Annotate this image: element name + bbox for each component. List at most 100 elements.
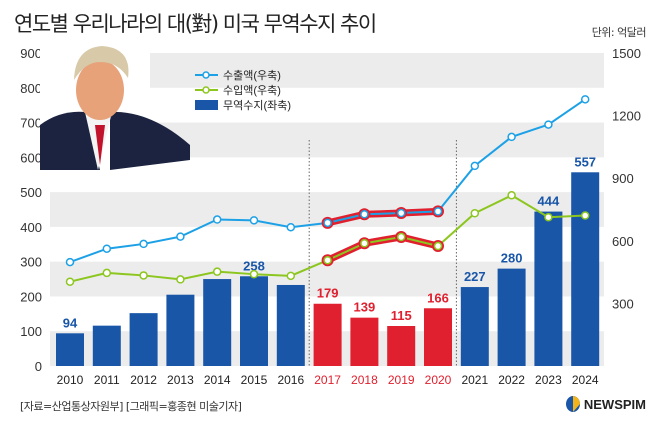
point-2018 bbox=[360, 210, 369, 219]
left-axis-tick: 100 bbox=[20, 324, 42, 339]
point-2020 bbox=[433, 241, 443, 251]
legend-marker bbox=[202, 71, 210, 79]
x-tick-2013: 2013 bbox=[167, 373, 194, 387]
bar-label-2017: 179 bbox=[317, 286, 339, 301]
point-2011 bbox=[102, 268, 112, 278]
bar-label-2010: 94 bbox=[63, 315, 78, 330]
x-tick-2014: 2014 bbox=[204, 373, 231, 387]
photo-tie bbox=[95, 125, 105, 165]
bar-2019 bbox=[387, 326, 416, 366]
bar-label-2024: 557 bbox=[574, 154, 596, 169]
photo-hair bbox=[74, 46, 129, 80]
x-tick-2011: 2011 bbox=[94, 373, 120, 387]
bar-2018 bbox=[350, 317, 379, 366]
logo-text: NEWSPIM bbox=[583, 396, 646, 412]
point-2020 bbox=[433, 207, 443, 216]
chart-title: 연도별 우리나라의 대(對) 미국 무역수지 추이 bbox=[14, 12, 377, 36]
logo-icon bbox=[565, 396, 580, 412]
point-2015 bbox=[249, 216, 259, 225]
x-tick-2019: 2019 bbox=[388, 373, 415, 387]
bar-label-2015: 258 bbox=[243, 258, 265, 273]
point-2012 bbox=[139, 271, 148, 280]
right-axis-tick: 600 bbox=[612, 234, 634, 249]
point-2021 bbox=[470, 161, 480, 171]
legend-label: 무역수지(좌축) bbox=[223, 99, 291, 112]
bar-2020 bbox=[424, 308, 452, 366]
left-axis-tick: 400 bbox=[20, 220, 42, 235]
bar-2017 bbox=[313, 303, 342, 366]
point-2014 bbox=[212, 267, 222, 276]
photo-suit-left bbox=[40, 111, 100, 170]
point-2010 bbox=[65, 277, 75, 286]
left-axis-tick: 800 bbox=[20, 81, 42, 96]
x-tick-2021: 2021 bbox=[461, 373, 488, 387]
left-axis-tick: 200 bbox=[20, 289, 42, 304]
point-2015 bbox=[249, 269, 259, 279]
x-tick-2024: 2024 bbox=[572, 373, 599, 387]
left-axis-tick: 700 bbox=[20, 116, 42, 131]
x-tick-2016: 2016 bbox=[277, 373, 304, 387]
bar-2012 bbox=[129, 313, 158, 366]
point-2013 bbox=[176, 232, 185, 241]
left-axis-tick: 0 bbox=[35, 359, 42, 374]
point-2011 bbox=[102, 244, 112, 253]
left-axis-tick: 900 bbox=[20, 46, 42, 61]
x-tick-2015: 2015 bbox=[241, 373, 268, 387]
point-2022 bbox=[507, 132, 516, 142]
point-2010 bbox=[65, 257, 75, 267]
bar-label-2019: 115 bbox=[391, 308, 412, 323]
x-tick-2012: 2012 bbox=[130, 373, 157, 387]
bar-label-2023: 444 bbox=[538, 194, 560, 209]
x-tick-2018: 2018 bbox=[351, 373, 378, 387]
bar-2015 bbox=[240, 276, 268, 366]
legend-marker bbox=[202, 86, 210, 94]
chart-svg: 0 100 200 300 400 500 600 700 800 900 300 600 900 120… bbox=[20, 46, 641, 387]
point-2023 bbox=[544, 120, 553, 129]
left-axis-tick: 300 bbox=[20, 255, 42, 270]
right-axis-tick: 1500 bbox=[612, 46, 641, 61]
legend-label: 수입액(우축) bbox=[223, 84, 281, 97]
point-2023 bbox=[544, 212, 553, 222]
point-2024 bbox=[580, 211, 590, 220]
x-tick-2010: 2010 bbox=[57, 373, 84, 387]
bar-2013 bbox=[166, 294, 195, 366]
point-2016 bbox=[286, 222, 296, 232]
right-axis-tick: 300 bbox=[612, 296, 634, 311]
point-2013 bbox=[176, 275, 185, 284]
point-2021 bbox=[470, 209, 480, 218]
photo-suit-right bbox=[110, 111, 190, 170]
bar-2011 bbox=[92, 325, 121, 366]
left-axis-tick: 600 bbox=[20, 150, 42, 165]
x-tick-2017: 2017 bbox=[314, 373, 341, 387]
x-tick-2023: 2023 bbox=[535, 373, 562, 387]
bar-label-2018: 139 bbox=[354, 300, 376, 315]
right-axis-tick: 900 bbox=[612, 171, 634, 186]
newspim-logo: NEWSPIM bbox=[565, 395, 646, 413]
point-2014 bbox=[212, 215, 222, 224]
bar-2021 bbox=[460, 287, 489, 366]
point-2012 bbox=[139, 239, 148, 249]
point-2018 bbox=[360, 239, 369, 248]
bar-2023 bbox=[534, 211, 563, 366]
bar-2024 bbox=[571, 172, 600, 366]
point-2017 bbox=[323, 218, 332, 228]
point-2019 bbox=[396, 208, 406, 218]
bar-2014 bbox=[203, 279, 232, 366]
bar-label-2021: 227 bbox=[464, 269, 486, 284]
point-2016 bbox=[286, 271, 296, 281]
point-2017 bbox=[323, 255, 332, 265]
x-tick-2022: 2022 bbox=[498, 373, 525, 387]
unit-label: 단위: 억달러 bbox=[591, 26, 647, 39]
bar-label-2020: 166 bbox=[427, 290, 449, 305]
bar-2022 bbox=[497, 268, 526, 366]
photo-face bbox=[76, 60, 124, 120]
point-2019 bbox=[396, 232, 406, 242]
source-credit: [자료=산업통상자원부] [그래픽=홍종현 미술기자] bbox=[20, 400, 242, 413]
legend-label: 수출액(우축) bbox=[223, 69, 281, 82]
right-axis-tick: 1200 bbox=[612, 109, 641, 124]
bar-2010 bbox=[56, 333, 84, 366]
x-tick-2020: 2020 bbox=[425, 373, 452, 387]
point-2022 bbox=[507, 191, 516, 200]
bar-2016 bbox=[276, 284, 305, 366]
